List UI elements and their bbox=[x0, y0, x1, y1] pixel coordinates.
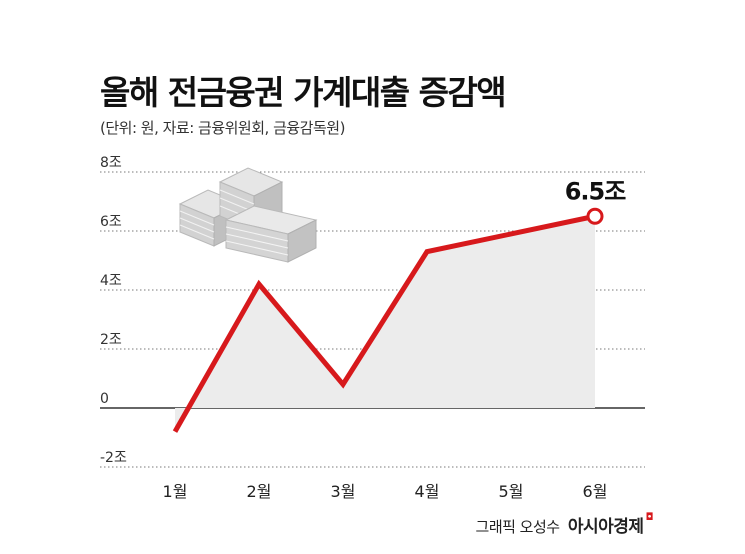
y-tick-label: 2조 bbox=[100, 332, 122, 348]
y-tick-label: -2조 bbox=[100, 450, 127, 466]
x-tick-label: 6월 bbox=[583, 482, 608, 501]
y-tick-label: 6조 bbox=[100, 214, 122, 230]
chart-title: 올해 전금융권 가계대출 증감액 bbox=[100, 73, 507, 112]
brand-logo: 아시아경제 bbox=[567, 517, 644, 537]
x-tick-label: 5월 bbox=[499, 482, 524, 501]
x-tick-label: 4월 bbox=[415, 482, 440, 501]
y-tick-label: 0 bbox=[100, 391, 109, 407]
series-line bbox=[172, 213, 596, 433]
area-fill bbox=[175, 216, 595, 432]
data-point-marker bbox=[586, 207, 604, 225]
x-tick-label: 2월 bbox=[247, 482, 272, 501]
y-tick-label: 4조 bbox=[100, 273, 122, 289]
chart-subtitle: (단위: 원, 자료: 금융위원회, 금융감독원) bbox=[100, 119, 345, 137]
y-tick-label: 8조 bbox=[100, 155, 122, 171]
x-tick-label: 1월 bbox=[163, 482, 188, 501]
credit-line: 그래픽 오성수 아시아경제 ◘ bbox=[475, 512, 654, 537]
brand-mark-icon: ◘ bbox=[645, 512, 654, 523]
credit-text: 그래픽 오성수 bbox=[475, 518, 561, 536]
money-stacks-icon bbox=[178, 167, 318, 263]
x-tick-label: 3월 bbox=[331, 482, 356, 501]
data-label: 6.5조 bbox=[565, 177, 627, 205]
